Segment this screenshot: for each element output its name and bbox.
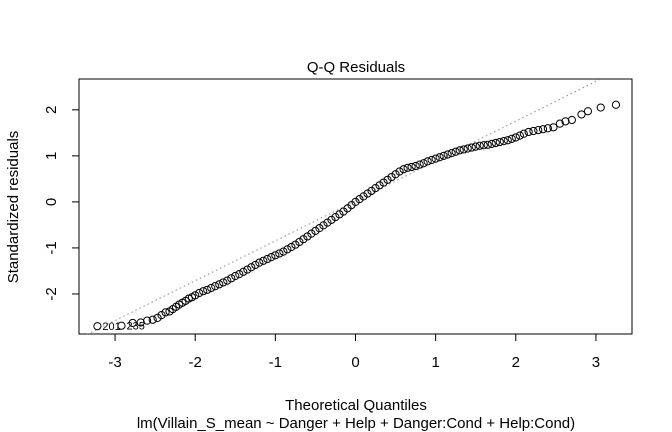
- data-point: [511, 133, 520, 142]
- data-point: [507, 134, 516, 143]
- data-point: [419, 159, 428, 168]
- data-point: [431, 154, 440, 163]
- data-point: [455, 146, 464, 155]
- data-point: [247, 263, 256, 272]
- chart-title: Q-Q Residuals: [307, 59, 405, 76]
- data-point: [529, 126, 538, 136]
- point-label: 235: [126, 321, 144, 333]
- data-point: [93, 322, 102, 331]
- data-point: [275, 249, 284, 258]
- reference-line: [86, 79, 602, 334]
- plot-area: -3 -2 -1 0 1 2 3 -2 -1 0 1 2 201 235: [43, 78, 633, 371]
- data-point: [447, 149, 456, 158]
- y-tick-label: 0: [43, 198, 60, 206]
- data-point: [491, 138, 500, 148]
- data-point: [211, 282, 220, 291]
- data-point: [148, 315, 157, 324]
- data-point: [443, 150, 452, 159]
- data-point: [203, 285, 212, 294]
- data-point: [207, 283, 216, 293]
- data-point: [515, 131, 524, 140]
- data-point: [415, 160, 424, 169]
- x-tick-label: 1: [431, 354, 439, 371]
- data-point: [411, 161, 420, 171]
- data-point: [395, 167, 404, 176]
- data-point: [251, 260, 260, 270]
- data-point: [219, 278, 228, 287]
- data-point: [161, 308, 170, 317]
- data-point: [117, 321, 126, 330]
- y-tick-label: 1: [43, 152, 60, 160]
- y-axis-label: Standardized residuals: [5, 131, 22, 284]
- data-point: [279, 247, 288, 256]
- data-point: [263, 254, 272, 264]
- data-point: [495, 137, 504, 147]
- data-point: [451, 147, 460, 156]
- data-point: [479, 141, 488, 150]
- data-point: [561, 117, 570, 126]
- data-point: [267, 253, 276, 262]
- data-point: [524, 127, 533, 137]
- data-point: [555, 119, 564, 128]
- data-point: [534, 125, 543, 135]
- data-point: [439, 151, 448, 160]
- data-point: [259, 256, 268, 265]
- data-point: [271, 251, 280, 260]
- data-point: [487, 139, 496, 149]
- data-point: [407, 162, 416, 172]
- data-point: [549, 123, 558, 132]
- y-tick-label: 2: [43, 106, 60, 114]
- chart-subtitle: lm(Villain_S_mean ~ Danger + Help + Dang…: [137, 415, 575, 432]
- data-point: [519, 129, 528, 138]
- data-point: [543, 124, 552, 133]
- x-tick-label: 3: [592, 354, 600, 371]
- x-tick-label: -3: [108, 354, 121, 371]
- y-tick-label: -1: [43, 241, 60, 254]
- data-point: [191, 291, 200, 300]
- data-point: [459, 145, 468, 154]
- x-tick-label: 0: [351, 354, 359, 371]
- data-point: [583, 107, 593, 116]
- x-tick-label: -2: [189, 354, 202, 371]
- data-point: [483, 140, 492, 149]
- data-point: [215, 280, 224, 289]
- data-point: [399, 165, 408, 174]
- data-point: [231, 271, 240, 281]
- data-point: [427, 155, 436, 165]
- x-tick-label: 2: [512, 354, 520, 371]
- data-point: [283, 245, 292, 254]
- data-point: [287, 242, 296, 252]
- data-point: [435, 153, 444, 162]
- data-point: [243, 265, 252, 274]
- data-point: [128, 318, 137, 328]
- data-point: [223, 276, 232, 285]
- data-point: [567, 115, 576, 125]
- x-axis-label: Theoretical Quantiles: [285, 397, 427, 414]
- data-point: [423, 157, 432, 166]
- data-point: [577, 110, 586, 119]
- data-point: [143, 316, 152, 325]
- x-tick-label: -1: [269, 354, 282, 371]
- plot-frame: [78, 78, 633, 335]
- y-tick-label: -2: [43, 287, 60, 300]
- data-point: [255, 258, 264, 267]
- data-point: [195, 288, 204, 298]
- data-point: [596, 103, 605, 112]
- data-point: [239, 267, 248, 276]
- data-point: [463, 144, 472, 153]
- data-point: [499, 137, 508, 146]
- data-point: [235, 270, 244, 279]
- data-point: [227, 274, 236, 283]
- data-point: [503, 136, 512, 145]
- data-point: [471, 142, 480, 151]
- data-point: [475, 141, 484, 150]
- data-point: [538, 125, 548, 134]
- data-point: [467, 143, 476, 152]
- data-point: [199, 287, 208, 296]
- data-point: [611, 100, 621, 109]
- point-label: 201: [102, 321, 120, 333]
- data-point: [403, 163, 412, 172]
